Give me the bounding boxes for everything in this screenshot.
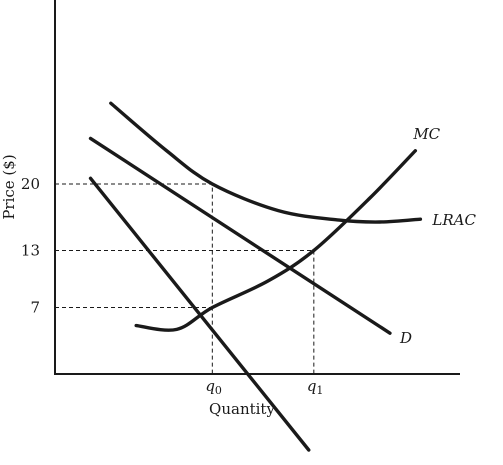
y-tick-20: 20 [21,175,40,193]
guide-line-1 [55,250,315,374]
guide-line-0 [55,183,213,374]
curve-mc [134,149,418,332]
guide-lines [55,183,315,374]
curve-lrac [109,101,423,224]
x-axis-label: Quantity [209,400,275,418]
x-tick-q1: q1 [307,377,324,397]
curve-d [88,136,392,335]
curves [88,101,423,452]
y-tick-7: 7 [30,299,40,317]
x-tick-q0: q0 [205,377,222,397]
y-axis-label: Price ($) [0,154,18,219]
x-tick-labels: q0 q1 [205,377,323,397]
curve-labels: DMRMCLRAC [399,125,477,347]
curve-label-mc: MC [412,125,440,143]
curve-label-lrac: LRAC [431,211,476,229]
y-tick-labels: 20 13 7 [21,175,40,317]
curve-label-d: D [399,329,412,347]
y-tick-13: 13 [21,242,40,260]
